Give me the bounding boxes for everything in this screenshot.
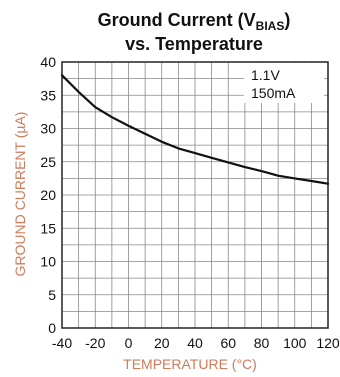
x-tick-label: 80 xyxy=(254,335,270,351)
annotation-voltage: 1.1V xyxy=(251,67,280,83)
chart-title-close: ) xyxy=(284,10,290,30)
x-tick-label: 100 xyxy=(283,335,307,351)
y-tick-label: 20 xyxy=(40,187,56,203)
x-tick-label: -40 xyxy=(52,335,72,351)
chart-title-line2: vs. Temperature xyxy=(125,34,263,54)
data-series xyxy=(60,74,330,185)
x-tick-labels: -40 -20 0 20 40 60 80 100 120 xyxy=(52,335,340,351)
chart-title: Ground Current (VBIAS) xyxy=(98,10,291,33)
y-tick-label: 15 xyxy=(40,220,56,236)
chart-title-main: Ground Current (V xyxy=(98,10,256,30)
y-tick-label: 25 xyxy=(40,154,56,170)
series-line xyxy=(60,74,330,185)
y-tick-labels: 0 5 10 15 20 25 30 35 40 xyxy=(40,54,56,336)
x-tick-label: 60 xyxy=(220,335,236,351)
x-axis-label: TEMPERATURE (°C) xyxy=(123,356,257,372)
y-tick-label: 40 xyxy=(40,54,56,70)
x-tick-label: 120 xyxy=(316,335,340,351)
x-tick-label: 0 xyxy=(125,335,133,351)
y-tick-label: 30 xyxy=(40,121,56,137)
annotation-current: 150mA xyxy=(251,85,296,101)
y-tick-label: 0 xyxy=(48,320,56,336)
y-tick-label: 10 xyxy=(40,254,56,270)
y-axis-label: GROUND CURRENT (µA) xyxy=(12,112,28,277)
x-tick-label: 20 xyxy=(154,335,170,351)
annotation-box xyxy=(244,63,324,103)
chart-title-subscript: BIAS xyxy=(256,19,285,33)
x-tick-label: 40 xyxy=(187,335,203,351)
plot-frame xyxy=(61,61,329,329)
y-tick-label: 35 xyxy=(40,87,56,103)
plot-border xyxy=(61,61,329,329)
x-tick-label: -20 xyxy=(85,335,105,351)
y-tick-label: 5 xyxy=(48,287,56,303)
